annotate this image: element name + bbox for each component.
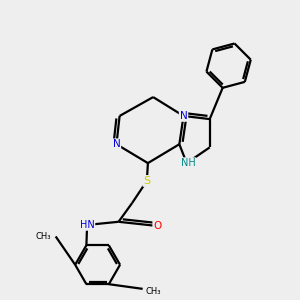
Text: N: N	[180, 111, 188, 121]
Text: CH₃: CH₃	[146, 287, 161, 296]
Text: HN: HN	[80, 220, 94, 230]
Text: O: O	[153, 221, 161, 231]
Text: N: N	[112, 139, 120, 149]
Text: CH₃: CH₃	[36, 232, 51, 241]
Text: NH: NH	[181, 158, 196, 168]
Text: S: S	[143, 176, 150, 186]
